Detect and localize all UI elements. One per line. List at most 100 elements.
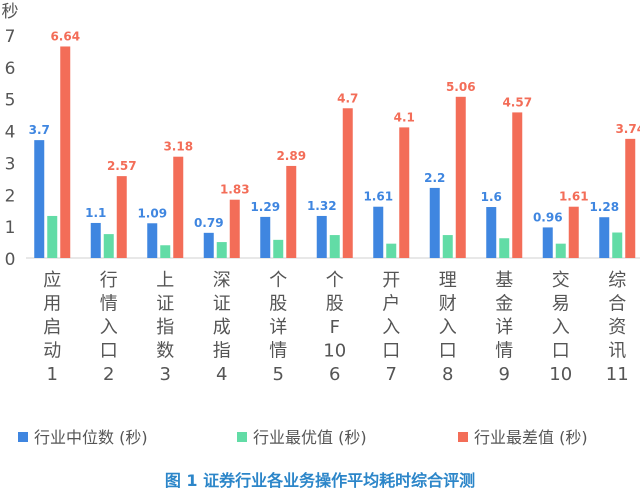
- x-tick-char: 成: [213, 317, 231, 338]
- x-tick-char: 开: [382, 270, 400, 291]
- value-labels: 3.7 1.1 1.09 0.79 1.29 1.32 1.61 2.2 1.6 0.96 1.28…: [29, 29, 640, 229]
- bar-2-10: [555, 243, 566, 258]
- value-label-1-6: 1.32: [307, 199, 337, 213]
- legend-label: 行业中位数 (秒): [34, 428, 148, 447]
- x-tick-char: 合: [608, 294, 626, 315]
- x-tick-char: F: [330, 317, 340, 338]
- value-label-1-3: 1.09: [137, 206, 167, 220]
- value-label-1-7: 1.61: [363, 190, 393, 204]
- bar-2-8: [442, 235, 453, 258]
- bar-2-6: [329, 235, 340, 258]
- x-tick-char: 10: [549, 364, 572, 385]
- value-label-1-9: 1.6: [481, 190, 502, 204]
- x-tick-char: 口: [382, 341, 400, 362]
- x-tick-char: 深: [213, 270, 231, 291]
- x-tick-char: 口: [439, 341, 457, 362]
- bar-2-4: [216, 242, 227, 258]
- value-label-3-6: 4.7: [337, 91, 358, 105]
- bar-3-7: [399, 127, 410, 258]
- x-tick-char: 情: [269, 341, 287, 362]
- x-tick-char: 财: [439, 294, 457, 315]
- x-tick-char: 基: [495, 270, 513, 291]
- bar-2-2: [103, 234, 114, 258]
- x-tick-char: 详: [269, 317, 287, 338]
- x-tick-char: 交: [552, 270, 570, 291]
- x-tick-char: 入: [100, 317, 118, 338]
- bar-1-2: [90, 222, 101, 258]
- x-tick-char: 个: [269, 270, 287, 291]
- legend-swatch: [237, 432, 247, 442]
- bar-3-5: [286, 165, 297, 258]
- value-label-3-9: 4.57: [502, 95, 532, 109]
- x-tick-char: 股: [326, 294, 344, 315]
- y-tick-label: 1: [5, 218, 16, 238]
- bar-3-8: [455, 96, 466, 258]
- bar-1-10: [542, 227, 553, 258]
- bar-3-4: [229, 199, 240, 258]
- x-tick-char: 上: [156, 270, 174, 291]
- bar-2-1: [47, 215, 58, 258]
- bars: [34, 46, 636, 259]
- x-tick-char: 4: [216, 364, 227, 385]
- legend: 行业中位数 (秒) 行业最优值 (秒) 行业最差值 (秒): [18, 428, 588, 447]
- value-label-1-5: 1.29: [250, 200, 280, 214]
- bar-1-4: [203, 232, 214, 258]
- value-label-1-10: 0.96: [533, 210, 563, 224]
- bar-1-8: [429, 187, 440, 258]
- bar-1-9: [486, 207, 497, 258]
- bar-2-7: [386, 243, 397, 258]
- bar-3-2: [116, 176, 127, 258]
- bar-3-3: [173, 156, 184, 258]
- x-tick-char: 3: [160, 364, 171, 385]
- value-label-3-3: 3.18: [163, 140, 193, 154]
- x-ticks: 应用启动1行情入口2上证指数3深证成指4个股详情5个股F106开户入口7理财入口…: [43, 270, 628, 385]
- x-tick-char: 详: [495, 317, 513, 338]
- value-label-3-4: 1.83: [220, 183, 250, 197]
- x-tick-char: 9: [499, 364, 510, 385]
- value-label-3-2: 2.57: [107, 159, 137, 173]
- x-tick-char: 11: [606, 364, 629, 385]
- value-label-1-4: 0.79: [194, 216, 224, 230]
- value-label-3-11: 3.74: [615, 122, 640, 136]
- value-label-1-8: 2.2: [424, 171, 445, 185]
- bar-2-3: [160, 245, 171, 258]
- bar-3-9: [512, 112, 523, 258]
- chart-title: 图 1 证券行业各业务操作平均耗时综合评测: [165, 471, 475, 490]
- x-tick-char: 口: [552, 341, 570, 362]
- value-label-1-1: 3.7: [29, 123, 50, 137]
- bar-1-11: [599, 217, 610, 258]
- x-tick-char: 情: [495, 341, 513, 362]
- x-tick-char: 10: [323, 341, 346, 362]
- y-ticks: 0 1 2 3 4 5 6 7: [5, 27, 16, 270]
- value-label-3-5: 2.89: [276, 149, 306, 163]
- x-tick-char: 证: [156, 294, 174, 315]
- x-tick-char: 易: [552, 294, 570, 315]
- bar-1-3: [147, 223, 158, 258]
- x-tick-char: 户: [382, 294, 400, 315]
- legend-label: 行业最差值 (秒): [474, 428, 588, 447]
- legend-item-3: 行业最差值 (秒): [458, 428, 588, 447]
- legend-item-2: 行业最优值 (秒): [237, 428, 367, 447]
- value-label-3-1: 6.64: [50, 29, 80, 43]
- legend-item-1: 行业中位数 (秒): [18, 428, 148, 447]
- value-label-3-8: 5.06: [446, 80, 476, 94]
- x-tick-char: 6: [329, 364, 340, 385]
- x-tick-char: 1: [47, 364, 58, 385]
- y-tick-label: 5: [5, 91, 16, 111]
- bar-1-1: [34, 140, 45, 258]
- x-tick-char: 个: [326, 270, 344, 291]
- x-tick-char: 用: [43, 294, 61, 315]
- x-tick-label-6: 个股F 106: [323, 270, 346, 385]
- x-tick-char: 股: [269, 294, 287, 315]
